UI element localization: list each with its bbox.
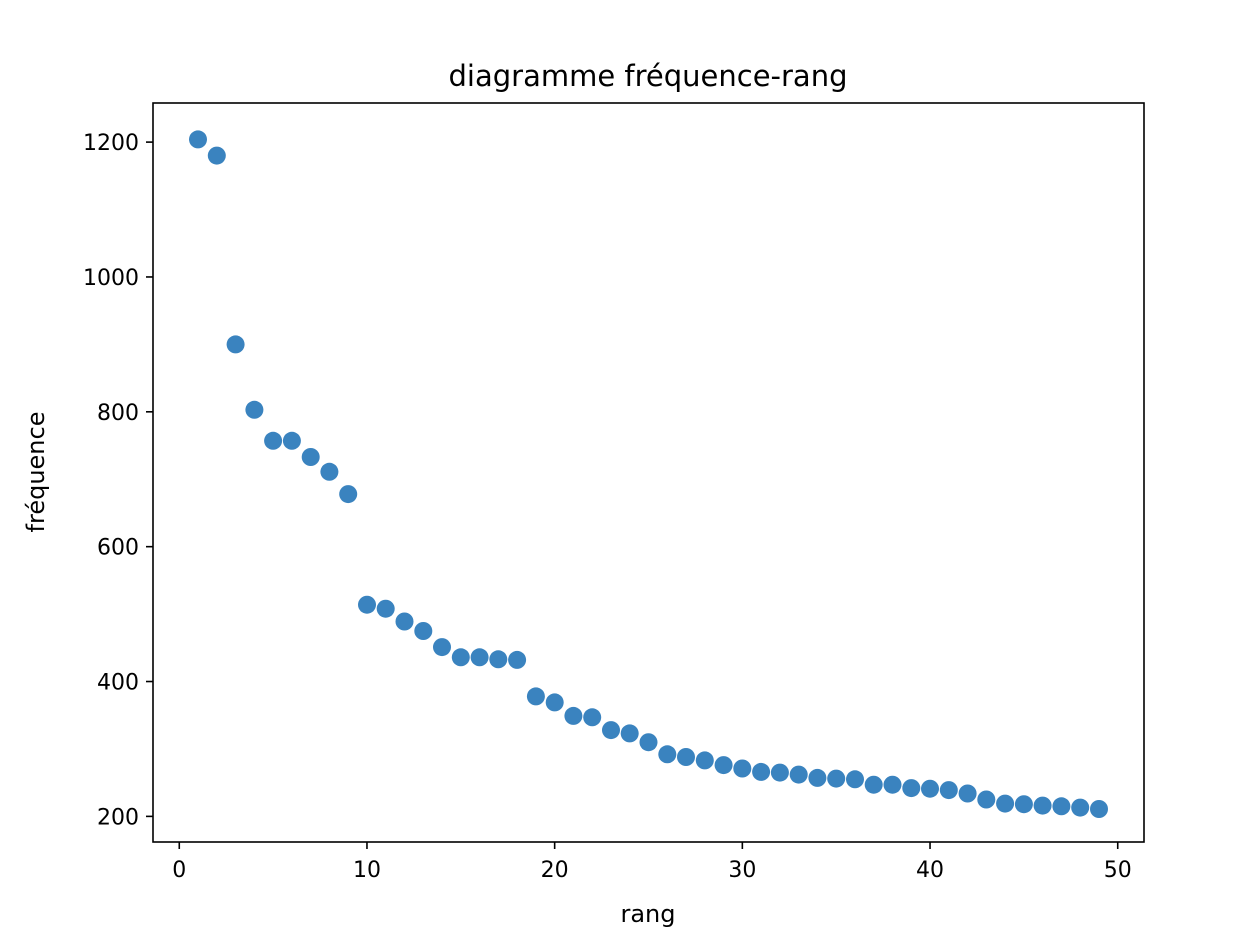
data-point (320, 462, 339, 481)
x-axis-label: rang (620, 900, 675, 928)
data-point (939, 781, 958, 800)
data-point (808, 768, 827, 787)
data-point (639, 733, 658, 752)
y-tick-label: 1000 (83, 266, 139, 291)
data-point (508, 650, 527, 669)
data-point (470, 648, 489, 667)
data-point (827, 769, 846, 788)
data-point (395, 612, 414, 631)
data-point (714, 756, 733, 775)
data-point (883, 775, 902, 794)
x-axis-ticks: 0 10 20 30 40 50 (172, 842, 1132, 883)
data-point (921, 779, 939, 798)
data-point (1071, 798, 1090, 817)
data-point (245, 400, 264, 419)
x-tick-label: 40 (916, 858, 944, 883)
data-point (339, 485, 358, 504)
data-point (789, 765, 808, 784)
x-tick-label: 20 (541, 858, 569, 883)
y-axis-label: fréquence (22, 412, 50, 533)
data-point (1014, 795, 1033, 814)
y-tick-label: 1200 (83, 131, 139, 156)
data-point (433, 638, 451, 657)
data-point (977, 790, 996, 809)
y-axis-ticks: 200 400 600 800 1000 1200 (83, 131, 153, 830)
data-point (733, 759, 752, 778)
data-point (770, 763, 789, 782)
data-point (189, 130, 207, 149)
data-point (902, 779, 921, 798)
data-point (489, 650, 508, 669)
data-point (846, 770, 864, 789)
data-point (1052, 797, 1071, 816)
data-point (301, 448, 320, 466)
data-point (282, 431, 301, 450)
data-point (376, 599, 395, 618)
data-point (1090, 800, 1108, 818)
plot-frame (152, 102, 1145, 843)
data-point (358, 595, 376, 614)
data-point (1033, 796, 1052, 815)
data-point (958, 784, 977, 803)
x-tick-label: 50 (1104, 858, 1132, 883)
data-point (414, 622, 433, 640)
data-points (189, 130, 1108, 818)
data-point (226, 335, 245, 354)
data-point (752, 762, 771, 781)
data-point (545, 693, 564, 712)
data-point (996, 794, 1015, 813)
data-point (620, 724, 639, 743)
chart-title: diagramme fréquence-rang (449, 59, 848, 93)
data-point (564, 706, 583, 725)
x-tick-label: 30 (728, 858, 756, 883)
x-tick-label: 0 (172, 858, 186, 883)
data-point (864, 775, 883, 794)
y-tick-label: 400 (97, 671, 139, 696)
data-point (526, 687, 545, 706)
x-tick-label: 10 (353, 858, 381, 883)
data-point (677, 748, 695, 766)
data-point (264, 431, 283, 450)
data-point (451, 648, 470, 667)
y-tick-label: 600 (97, 536, 139, 561)
data-point (602, 721, 620, 740)
y-tick-label: 800 (97, 401, 139, 426)
data-point (695, 751, 714, 770)
y-tick-label: 200 (97, 805, 139, 830)
data-point (583, 708, 602, 727)
data-point (658, 745, 677, 764)
data-point (207, 146, 226, 165)
